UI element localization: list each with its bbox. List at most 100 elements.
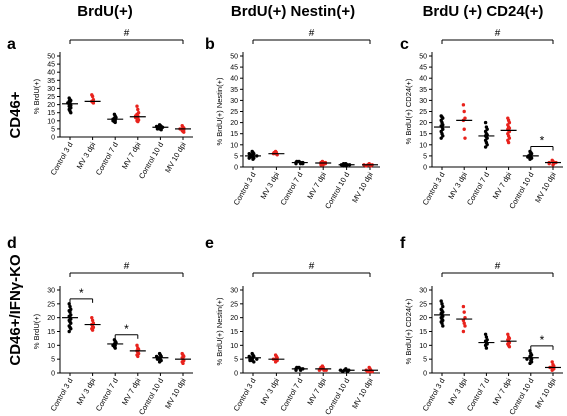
y-tick-label: 5 <box>234 153 238 160</box>
y-tick-label: 0 <box>234 371 238 378</box>
x-tick-label: MV 3 dpi <box>75 376 98 406</box>
data-point <box>461 103 466 107</box>
data-point <box>506 332 510 336</box>
y-tick-label: 0 <box>423 165 427 172</box>
significance-label: * <box>540 133 545 147</box>
data-point <box>273 360 278 364</box>
y-tick-label: 10 <box>47 343 55 350</box>
significance-label: # <box>124 28 130 39</box>
y-tick-label: 30 <box>230 98 238 105</box>
y-tick-label: 5 <box>423 153 427 160</box>
y-tick-label: 40 <box>230 76 238 83</box>
col-title-brdu-cd24: BrdU (+) CD24(+) <box>423 3 544 20</box>
significance-label: # <box>495 28 501 39</box>
data-point <box>507 345 512 349</box>
y-tick-label: 35 <box>419 87 427 94</box>
x-tick-label: MV 7 dpi <box>120 376 143 406</box>
data-point <box>484 335 489 339</box>
data-point <box>159 128 163 132</box>
y-tick-label: 10 <box>230 343 238 350</box>
y-tick-label: 0 <box>234 165 238 172</box>
y-tick-label: 0 <box>423 371 427 378</box>
x-tick-label: MV 7 dpi <box>305 170 328 200</box>
data-point <box>135 343 139 348</box>
y-tick-label: 30 <box>47 86 55 93</box>
col-title-brdu-nestin: BrdU(+) Nestin(+) <box>231 3 355 20</box>
panel-letter: e <box>205 235 214 252</box>
row-label-cd46-ifng-ko: CD46+/IFNγ-KO <box>7 254 24 366</box>
data-point <box>440 302 444 306</box>
data-point <box>113 346 117 350</box>
y-tick-label: 25 <box>47 94 55 101</box>
y-axis-label: % BrdU(+) <box>32 78 41 114</box>
row-label-cd46: CD46+ <box>7 91 24 138</box>
data-point <box>136 119 140 124</box>
y-axis-label: % BrdU(+) <box>32 313 41 349</box>
y-tick-label: 25 <box>419 301 427 308</box>
y-tick-label: 20 <box>419 120 427 127</box>
x-tick-label: MV 3 dpi <box>259 376 282 406</box>
panel-letter: a <box>7 36 16 53</box>
data-point <box>528 349 532 353</box>
y-tick-label: 5 <box>51 126 55 133</box>
data-point <box>551 163 555 167</box>
data-point <box>506 140 511 145</box>
x-tick-label: Control 7 d <box>465 171 491 207</box>
data-point <box>136 354 140 359</box>
y-tick-label: 5 <box>423 357 427 364</box>
y-tick-label: 35 <box>47 78 55 85</box>
chart-panel-f: f 0 5 10 15 20 25 30 % BrdU(+) CD24(+) Control 3 … <box>400 235 563 416</box>
x-tick-label: MV 7 dpi <box>120 140 143 170</box>
data-point <box>247 156 251 160</box>
data-point <box>441 324 445 328</box>
x-tick-label: Control 7 d <box>278 171 304 207</box>
data-point <box>441 304 445 309</box>
y-tick-label: 45 <box>47 62 55 69</box>
x-tick-label: Control 10 d <box>323 171 351 211</box>
x-tick-label: Control 7 d <box>94 141 120 177</box>
y-tick-label: 0 <box>51 135 55 142</box>
y-tick-label: 40 <box>47 70 55 77</box>
data-point <box>69 321 73 325</box>
data-point <box>439 136 443 140</box>
y-tick-label: 50 <box>419 54 427 61</box>
data-point <box>439 299 443 303</box>
data-point <box>462 321 466 325</box>
y-axis-label: % BrdU(+) CD24(+) <box>404 78 413 144</box>
significance-label: * <box>124 322 129 336</box>
y-tick-label: 30 <box>419 288 427 295</box>
x-tick-label: MV 7 dpi <box>491 170 514 200</box>
data-point <box>463 324 467 328</box>
y-tick-label: 25 <box>230 109 238 116</box>
panel-letter: c <box>400 36 409 53</box>
x-tick-label: Control 3 d <box>49 141 75 177</box>
data-point <box>483 145 488 149</box>
x-tick-label: Control 3 d <box>421 171 447 207</box>
y-tick-label: 45 <box>230 65 238 72</box>
x-tick-label: MV 3 dpi <box>446 376 469 406</box>
y-tick-label: 5 <box>51 357 55 364</box>
x-tick-label: MV 10 dpi <box>163 140 188 174</box>
x-tick-label: Control 10 d <box>323 377 351 416</box>
x-tick-label: MV 10 dpi <box>350 170 375 204</box>
y-tick-label: 25 <box>230 301 238 308</box>
significance-label: # <box>495 261 501 272</box>
data-point <box>463 136 467 140</box>
data-point <box>157 360 162 364</box>
y-tick-label: 35 <box>230 87 238 94</box>
chart-panel-e: e 0 5 10 15 20 25 30 % BrdU(+) Nestin(+) Control … <box>205 235 380 416</box>
y-axis-label: % BrdU(+) Nestin(+) <box>215 297 224 365</box>
y-tick-label: 30 <box>47 288 55 295</box>
x-tick-label: Control 7 d <box>94 377 120 413</box>
significance-label: # <box>309 28 315 39</box>
data-point <box>461 304 466 309</box>
x-tick-label: Control 7 d <box>465 377 491 413</box>
data-point <box>550 368 554 372</box>
x-tick-label: MV 7 dpi <box>491 376 514 406</box>
data-point <box>91 101 96 105</box>
x-tick-label: Control 7 d <box>278 377 304 413</box>
data-point <box>69 327 73 331</box>
y-tick-label: 15 <box>230 329 238 336</box>
